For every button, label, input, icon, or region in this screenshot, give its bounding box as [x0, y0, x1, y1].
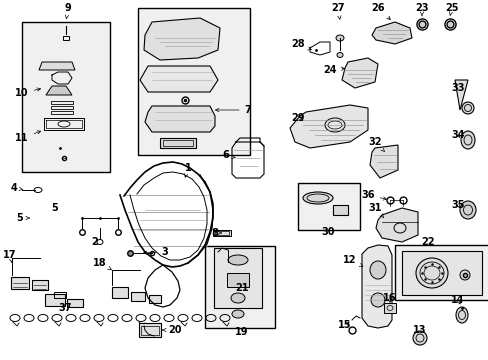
Ellipse shape [227, 255, 247, 265]
Text: 5: 5 [52, 203, 58, 213]
Bar [45, 294, 65, 306]
Text: 29: 29 [291, 113, 304, 123]
Polygon shape [143, 18, 220, 60]
Text: 24: 24 [323, 65, 344, 75]
Bar [63, 36, 69, 40]
Bar [67, 299, 83, 307]
Bar [401, 251, 481, 295]
Ellipse shape [461, 102, 473, 114]
Text: 23: 23 [414, 3, 428, 16]
Ellipse shape [459, 201, 475, 219]
Bar [332, 205, 347, 215]
Polygon shape [375, 208, 417, 242]
Bar [394, 245, 488, 300]
Text: 3: 3 [143, 247, 168, 257]
Text: 14: 14 [450, 295, 464, 305]
Bar [32, 280, 48, 290]
Text: 1: 1 [184, 163, 191, 177]
Polygon shape [140, 66, 218, 92]
Bar [149, 295, 161, 303]
Bar [214, 248, 262, 308]
Polygon shape [39, 62, 75, 70]
Text: 12: 12 [343, 255, 362, 266]
Ellipse shape [336, 53, 342, 58]
Text: 7: 7 [215, 105, 251, 115]
Bar [54, 292, 66, 298]
Ellipse shape [415, 258, 447, 288]
Bar [213, 230, 230, 236]
Bar [22, 22, 110, 172]
Text: 25: 25 [445, 3, 458, 16]
Bar [226, 273, 248, 287]
Text: 13: 13 [412, 325, 426, 335]
Text: 36: 36 [361, 190, 386, 200]
Bar [141, 325, 159, 334]
Ellipse shape [335, 35, 343, 41]
Polygon shape [454, 80, 467, 110]
Ellipse shape [231, 310, 244, 318]
Polygon shape [369, 145, 397, 178]
Text: 2: 2 [91, 237, 98, 247]
Text: 17: 17 [3, 250, 17, 263]
Text: 34: 34 [450, 130, 464, 140]
Bar [383, 303, 395, 313]
Polygon shape [341, 58, 377, 88]
Polygon shape [371, 22, 411, 44]
Text: 21: 21 [235, 283, 248, 293]
Bar [112, 287, 128, 297]
Polygon shape [289, 105, 367, 148]
Text: 31: 31 [367, 203, 383, 218]
Bar [51, 111, 73, 113]
Polygon shape [46, 86, 72, 95]
Text: 11: 11 [15, 131, 41, 143]
Text: 18: 18 [93, 258, 112, 270]
Text: 19: 19 [235, 327, 248, 337]
Bar [160, 138, 196, 148]
Text: 32: 32 [367, 137, 384, 152]
Text: 5: 5 [17, 213, 29, 223]
Text: 9: 9 [64, 3, 71, 19]
Text: 33: 33 [450, 83, 464, 93]
Bar [204, 246, 274, 328]
Text: 6: 6 [222, 150, 235, 160]
Bar [51, 105, 73, 108]
Text: 26: 26 [370, 3, 389, 19]
Ellipse shape [370, 293, 384, 307]
Bar [51, 100, 73, 104]
Text: 16: 16 [383, 293, 396, 303]
Bar [163, 140, 193, 146]
Text: 28: 28 [290, 39, 311, 50]
Bar [139, 323, 161, 337]
Text: 10: 10 [15, 88, 41, 98]
Text: 20: 20 [162, 325, 182, 335]
Ellipse shape [369, 261, 385, 279]
Ellipse shape [459, 270, 469, 280]
Text: 30: 30 [321, 227, 334, 237]
Bar [131, 292, 145, 301]
Ellipse shape [460, 131, 474, 149]
Text: 35: 35 [450, 200, 464, 210]
Ellipse shape [412, 331, 426, 345]
Text: 15: 15 [338, 320, 351, 330]
Text: 4: 4 [11, 183, 23, 193]
Polygon shape [361, 245, 391, 328]
Ellipse shape [303, 192, 332, 204]
Bar [138, 8, 249, 155]
Text: 8: 8 [211, 228, 221, 238]
Bar [11, 277, 29, 289]
Text: 27: 27 [330, 3, 344, 19]
Polygon shape [145, 106, 215, 132]
Ellipse shape [230, 293, 244, 303]
Text: 37: 37 [58, 303, 72, 313]
Ellipse shape [455, 307, 467, 323]
Text: 22: 22 [420, 237, 434, 247]
Bar [215, 231, 228, 235]
Bar [297, 183, 359, 230]
